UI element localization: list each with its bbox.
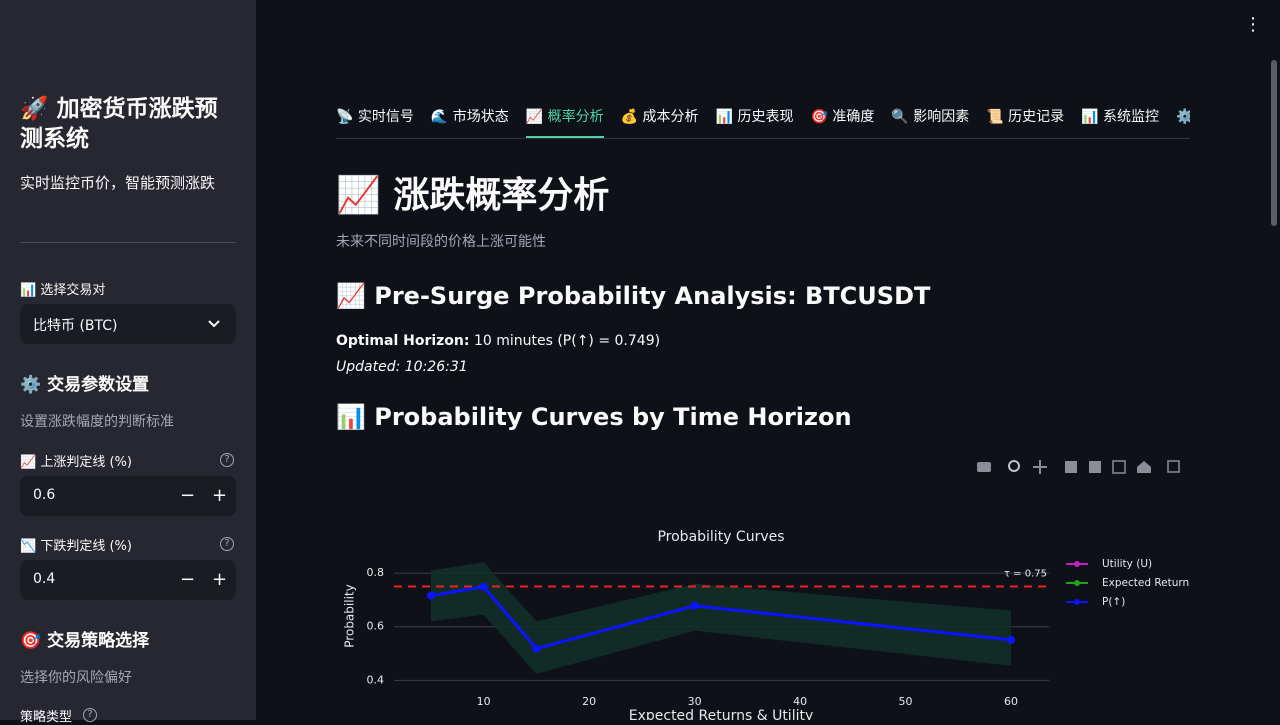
- divider: [20, 242, 236, 243]
- legend-label: Utility (U): [1102, 558, 1152, 570]
- threshold-label: τ = 0.75: [1004, 568, 1047, 579]
- subplot-title: Expected Returns & Utility: [629, 708, 814, 720]
- tab[interactable]: 📈 概率分析: [525, 98, 604, 138]
- legend-label: Expected Return: [1102, 577, 1189, 589]
- optimal-text: 10 minutes (P(↑) = 0.749): [469, 333, 661, 349]
- updated-time: Updated: 10:26:31: [336, 359, 468, 375]
- legend-marker: [1074, 599, 1080, 605]
- fall-input[interactable]: 0.4 − +: [20, 560, 236, 600]
- strategy-caption: 选择你的风险偏好: [20, 670, 132, 686]
- tab[interactable]: 📊 历史表现: [715, 109, 794, 125]
- strategy-heading: 🎯 交易策略选择: [20, 631, 150, 651]
- autoscale-icon[interactable]: [1112, 460, 1126, 474]
- tab[interactable]: 🔍 影响因素: [891, 109, 970, 125]
- chart: Probability Curves Probability Expected …: [343, 460, 1189, 720]
- pair-value: 比特币 (BTC): [33, 318, 118, 334]
- fullscreen-icon[interactable]: [1167, 460, 1180, 473]
- minus-button[interactable]: −: [180, 485, 196, 506]
- chart-title: Probability Curves: [657, 529, 784, 545]
- zoom-in-icon[interactable]: [1065, 461, 1077, 473]
- x-tick-label: 50: [899, 695, 913, 708]
- params-caption: 设置涨跌幅度的判断标准: [20, 414, 174, 430]
- strategy-label: 策略类型: [20, 710, 73, 725]
- y-axis-label: Probability: [343, 584, 357, 647]
- rise-label: 📈 上涨判定线 (%): [20, 455, 132, 470]
- series-point: [426, 591, 435, 600]
- series-point: [532, 644, 541, 653]
- modebar: [977, 460, 1180, 474]
- confidence-band: [430, 562, 1012, 674]
- y-tick-label: 0.8: [367, 566, 385, 579]
- tab[interactable]: 💰 成本分析: [620, 109, 699, 125]
- pair-select[interactable]: 比特币 (BTC): [20, 304, 236, 344]
- series-point: [690, 601, 699, 610]
- optimal-horizon: Optimal Horizon: 10 minutes (P(↑) = 0.74…: [336, 333, 660, 349]
- x-tick-label: 40: [793, 695, 807, 708]
- legend-label: P(↑): [1102, 596, 1125, 608]
- chevron: [208, 320, 220, 328]
- reset-icon[interactable]: [1137, 461, 1151, 473]
- x-tick-label: 30: [688, 695, 702, 708]
- plus-button[interactable]: +: [212, 569, 228, 590]
- legend-marker: [1074, 561, 1080, 567]
- y-tick-label: 0.6: [367, 620, 385, 633]
- app-subtitle: 实时监控币价，智能预测涨跌: [20, 174, 216, 192]
- y-tick-label: 0.4: [367, 673, 385, 686]
- help-icon[interactable]: ?: [220, 537, 234, 551]
- camera-icon[interactable]: [977, 462, 991, 472]
- plus-button[interactable]: +: [212, 485, 228, 506]
- page-title: 📈 涨跌概率分析: [336, 175, 610, 216]
- x-tick-label: 10: [477, 695, 491, 708]
- legend-marker: [1074, 580, 1080, 586]
- rise-value: 0.6: [33, 487, 56, 503]
- series-point: [479, 582, 488, 591]
- fall-value: 0.4: [33, 571, 56, 587]
- optimal-label: Optimal Horizon:: [336, 333, 470, 349]
- menu-button[interactable]: ⋮: [1244, 14, 1262, 35]
- tab[interactable]: ⚙️ 系: [1176, 98, 1190, 136]
- help-icon[interactable]: ?: [220, 453, 234, 467]
- pair-label: 📊 选择交易对: [20, 283, 106, 298]
- series-point: [1007, 635, 1016, 644]
- tab[interactable]: 📊 系统监控: [1081, 109, 1160, 125]
- scrollbar[interactable]: [1271, 60, 1277, 226]
- tab[interactable]: 📜 历史记录: [986, 109, 1065, 125]
- zoom-out-icon[interactable]: [1089, 461, 1101, 473]
- fall-label: 📉 下跌判定线 (%): [20, 539, 132, 554]
- x-tick-label: 20: [582, 695, 596, 708]
- sidebar: 🚀 加密货币涨跌预测系统 实时监控币价，智能预测涨跌 📊 选择交易对 比特币 (…: [0, 0, 256, 725]
- zoom-icon[interactable]: [1008, 460, 1020, 472]
- x-tick-label: 60: [1004, 695, 1018, 708]
- tab[interactable]: 🎯 准确度: [810, 109, 875, 125]
- app-title: 🚀 加密货币涨跌预测系统: [20, 96, 218, 152]
- minus-button[interactable]: −: [180, 569, 196, 590]
- rise-input[interactable]: 0.6 − +: [20, 476, 236, 516]
- tab-bar: 📡 实时信号 🌊 市场状态 📈 概率分析 💰 成本分析 📊 历史表现 🎯 准确度 🔍 影响因…: [336, 98, 1190, 139]
- analysis-heading: 📈 Pre-Surge Probability Analysis: BTCUSD…: [336, 282, 931, 310]
- params-heading: ⚙️ 交易参数设置: [20, 375, 150, 395]
- tab[interactable]: 🌊 市场状态: [430, 109, 509, 125]
- pan-icon[interactable]: [1033, 460, 1047, 474]
- curves-heading: 📊 Probability Curves by Time Horizon: [336, 403, 852, 431]
- page-caption: 未来不同时间段的价格上涨可能性: [336, 234, 546, 250]
- tab[interactable]: 📡 实时信号: [336, 109, 414, 125]
